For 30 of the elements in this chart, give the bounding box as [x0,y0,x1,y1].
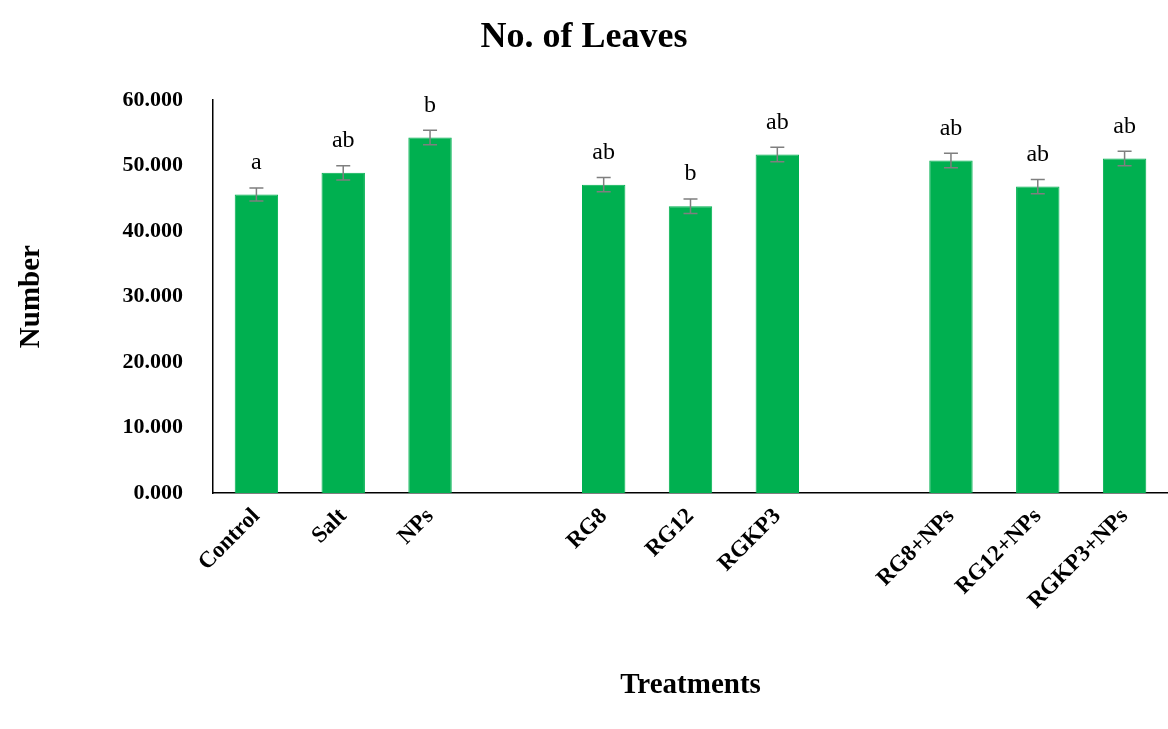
chart-title: No. of Leaves [480,14,688,55]
y-tick-label: 60.000 [122,85,183,111]
x-tick-label: NPs [392,502,438,549]
data-label: b [424,90,437,117]
bar [321,172,365,493]
data-label: ab [331,125,355,152]
data-label: b [684,159,697,186]
y-tick-label: 0.000 [133,478,183,504]
bar [408,137,452,493]
y-tick-label: 20.000 [122,347,183,373]
bar [929,160,973,493]
y-tick-label: 50.000 [122,151,183,177]
data-label: ab [765,107,789,134]
data-label: ab [1113,111,1136,138]
x-tick-label: Salt [306,502,352,548]
y-tick-label: 40.000 [122,216,183,242]
data-label: a [251,148,263,175]
data-label: ab [1026,139,1050,166]
x-axis-title: Treatments [620,667,761,700]
bar [1016,186,1060,493]
bar [755,154,800,493]
bar [581,184,626,493]
y-axis-title: Number [12,244,45,349]
bar [1102,158,1147,493]
bar [668,206,713,493]
bar [234,194,279,493]
y-tick-label: 30.000 [122,282,183,308]
data-label: ab [939,113,963,140]
y-tick-label: 10.000 [122,413,183,439]
data-label: ab [592,137,616,164]
